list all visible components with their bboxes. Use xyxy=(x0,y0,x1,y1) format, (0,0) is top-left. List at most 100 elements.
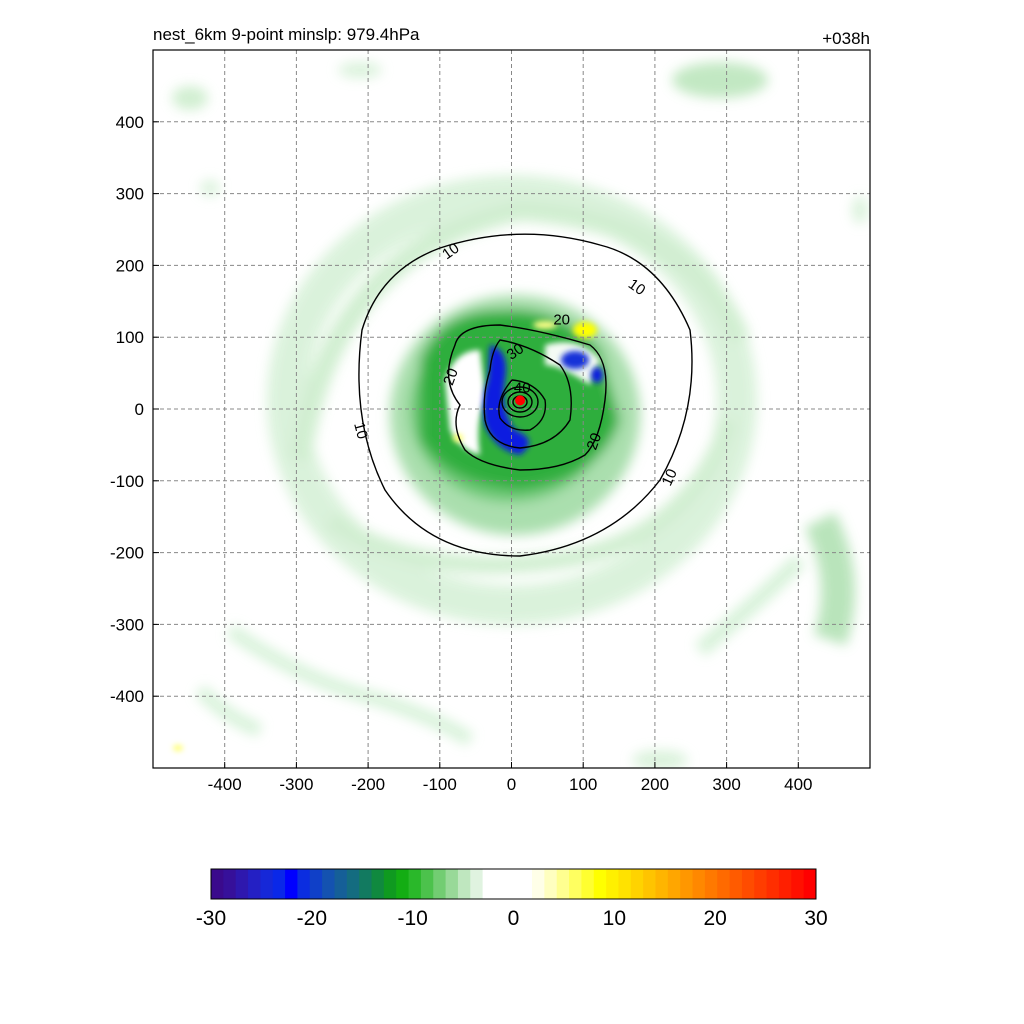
colorbar-segment xyxy=(211,869,224,899)
south-patch xyxy=(632,750,688,768)
contour-inner-2 xyxy=(507,391,533,413)
colorbar-segment xyxy=(359,869,373,899)
y-tick-label: -400 xyxy=(110,687,144,706)
colorbar-segment xyxy=(569,869,582,899)
north-patch-east xyxy=(672,62,768,98)
negative-core-west xyxy=(483,345,529,455)
east-band xyxy=(804,512,855,646)
storm-center-marker xyxy=(515,395,526,406)
contour-label: 40 xyxy=(514,379,531,396)
colorbar-segment xyxy=(383,869,397,899)
contour-inner-1 xyxy=(501,386,539,418)
contour-label: 10 xyxy=(658,466,680,488)
colorbar-segment xyxy=(532,869,545,899)
y-tick-label: -200 xyxy=(110,544,144,563)
outer-spiral-arm-south xyxy=(325,417,739,574)
x-tick-label: 0 xyxy=(507,775,516,794)
forecast-hour-label: +038h xyxy=(822,29,870,48)
contour-label: 20 xyxy=(584,431,606,452)
colorbar-segment xyxy=(655,869,669,899)
positive-patch-north-weak xyxy=(533,321,557,329)
north-patch-west xyxy=(172,86,208,110)
y-tick-label: 400 xyxy=(116,113,144,132)
colorbar-segment xyxy=(396,869,410,899)
y-tick-label: 100 xyxy=(116,328,144,347)
contour-lines: 10 10 10 10 20 20 20 30 40 xyxy=(350,233,693,557)
contour-label: 10 xyxy=(625,276,648,299)
x-tick-label: 300 xyxy=(712,775,740,794)
colorbar-segment xyxy=(778,869,792,899)
x-tick-label: -100 xyxy=(423,775,457,794)
chart-title: nest_6km 9-point minslp: 979.4hPa xyxy=(153,25,420,44)
colorbar-segment xyxy=(766,869,780,899)
colorbar-tick-label: -10 xyxy=(397,907,427,930)
y-tick-label: 200 xyxy=(116,256,144,275)
colorbar-segment xyxy=(482,869,496,899)
colorbar-segment xyxy=(260,869,274,899)
colorbar-segment xyxy=(285,869,298,899)
colorbar-tick-label: 0 xyxy=(508,907,520,930)
colorbar-segment xyxy=(630,869,644,899)
x-tick-label: 200 xyxy=(641,775,669,794)
y-tick-label: 300 xyxy=(116,185,144,204)
colorbar-tick-label: 10 xyxy=(603,907,626,930)
contour-label: 20 xyxy=(440,366,462,387)
contour-label: 10 xyxy=(350,420,371,441)
y-axis: 400 300 200 100 0 -100 -200 -300 -400 xyxy=(110,113,159,706)
colorbar-segment xyxy=(507,869,521,899)
contour-label: 10 xyxy=(439,240,462,263)
x-tick-label: -200 xyxy=(351,775,385,794)
colorbar-segment xyxy=(322,869,335,899)
colorbar-tick-label: -20 xyxy=(297,907,327,930)
colorbar-segment xyxy=(729,869,743,899)
positive-patch-north xyxy=(573,322,597,338)
colorbar-segment xyxy=(544,869,558,899)
contour-20 xyxy=(447,324,607,471)
eyewall-gap-west xyxy=(445,350,486,455)
colorbar-segment xyxy=(420,869,434,899)
southeast-band xyxy=(694,554,806,657)
colorbar: -30 -20 -10 0 10 20 30 xyxy=(196,868,828,930)
colorbar-segment xyxy=(470,869,484,899)
contour-label: 30 xyxy=(504,340,527,363)
positive-patch-southwest xyxy=(173,745,183,751)
grid-lines xyxy=(153,50,870,768)
negative-core-northeast xyxy=(561,351,589,369)
colorbar-segment xyxy=(297,869,311,899)
outer-spiral-arm-north xyxy=(289,198,751,462)
west-patch xyxy=(200,180,220,196)
contour-30 xyxy=(483,339,572,449)
x-tick-label: 400 xyxy=(784,775,812,794)
colorbar-segment xyxy=(235,869,249,899)
y-tick-label: 0 xyxy=(135,400,144,419)
colorbar-segment xyxy=(445,869,459,899)
colorbar-segment xyxy=(248,869,261,899)
colorbar-segment xyxy=(494,869,508,899)
colorbar-segment xyxy=(457,869,471,899)
colorbar-segment xyxy=(692,869,706,899)
colorbar-segment xyxy=(741,869,755,899)
southwest-patch xyxy=(195,685,263,737)
colorbar-segment xyxy=(593,869,607,899)
colorbar-segment xyxy=(606,869,619,899)
y-tick-label: -100 xyxy=(110,472,144,491)
x-axis: -400 -300 -200 -100 0 100 200 300 400 xyxy=(208,762,812,794)
x-tick-label: -300 xyxy=(279,775,313,794)
colorbar-segment xyxy=(346,869,360,899)
colorbar-segment xyxy=(309,869,323,899)
shaded-field xyxy=(172,62,868,768)
colorbar-segment xyxy=(581,869,595,899)
north-patch-mid xyxy=(338,62,382,78)
colorbar-segment xyxy=(371,869,385,899)
colorbar-segment xyxy=(556,869,570,899)
colorbar-segment xyxy=(618,869,632,899)
colorbar-segment xyxy=(667,869,681,899)
colorbar-tick-label: 30 xyxy=(804,907,827,930)
colorbar-segment xyxy=(223,869,237,899)
colorbar-segment xyxy=(754,869,768,899)
colorbar-segment xyxy=(408,869,422,899)
colorbar-tick-label: 20 xyxy=(703,907,726,930)
colorbar-segment xyxy=(334,869,348,899)
contour-label: 20 xyxy=(553,311,570,328)
